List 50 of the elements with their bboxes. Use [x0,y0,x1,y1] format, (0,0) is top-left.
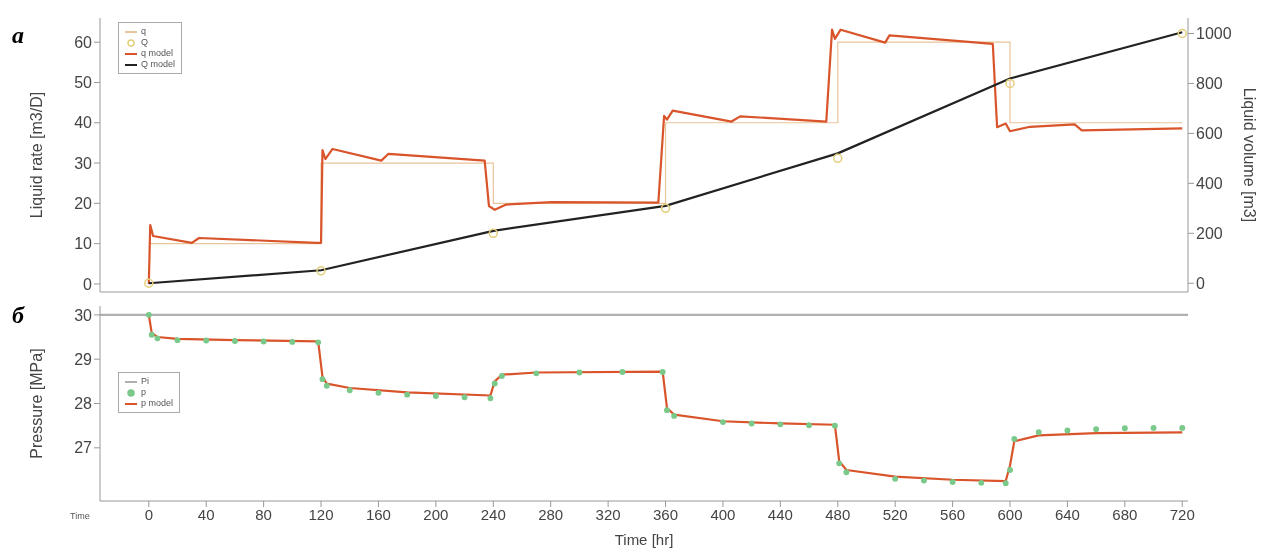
x-tick-label: 360 [653,505,679,523]
y-axis-title: Liquid rate [m3/D] [27,91,45,219]
x-tick-label: 680 [1112,505,1138,523]
legend-label: q model [141,48,174,59]
y2-tick-label: 0 [1196,274,1205,292]
x-tick-label: 280 [538,505,564,523]
x-tick-label: 0 [144,505,153,523]
x-tick-label: 200 [423,505,449,523]
text: а [12,22,24,49]
legend-label: Q model [141,59,176,70]
x-tick-label: 640 [1054,505,1080,523]
x-tick-label: 240 [480,505,506,523]
y-tick-label: 30 [74,154,93,172]
y-tick-label: 20 [74,195,93,213]
x-tick-label: 80 [255,505,272,523]
y2-axis-title: Liquid volume [m3] [1241,87,1259,223]
y2-tick-label: 800 [1196,75,1223,93]
y2-tick-label: 400 [1196,175,1223,193]
x-tick-label: 560 [940,505,966,523]
x-axis-title: Time [hr] [614,531,674,548]
y2-tick-label: 600 [1196,125,1223,143]
y-tick-label: 40 [74,114,93,132]
y-tick-label: 29 [74,350,93,368]
x-tick-label: 320 [595,505,621,523]
y2-tick-label: 200 [1196,224,1223,242]
y2-tick-label: 1000 [1196,25,1232,43]
x-tick-label: 40 [197,505,215,523]
legend-label: Pi [141,376,150,387]
y-tick-label: 30 [74,306,93,324]
y-tick-label: 10 [74,235,93,253]
legend-label: p [141,387,147,398]
text: Time [70,511,90,521]
x-tick-label: 520 [882,505,908,523]
x-tick-label: 480 [825,505,851,523]
x-tick-label: 400 [710,505,736,523]
legend-label: q [141,26,147,37]
text: б [12,302,24,329]
legend-label: Q [141,37,149,48]
y-tick-label: 27 [74,439,93,457]
x-tick-label: 600 [997,505,1023,523]
y-tick-label: 50 [74,74,93,92]
y-axis-title: Pressure [MPa] [27,348,45,459]
y-tick-label: 28 [74,395,93,413]
x-tick-label: 720 [1169,505,1195,523]
legend-label: p model [141,398,174,409]
y-tick-label: 0 [83,275,93,293]
y-tick-label: 60 [74,33,93,51]
x-tick-label: 440 [767,505,793,523]
x-tick-label: 120 [308,505,334,523]
x-tick-label: 160 [365,505,391,523]
